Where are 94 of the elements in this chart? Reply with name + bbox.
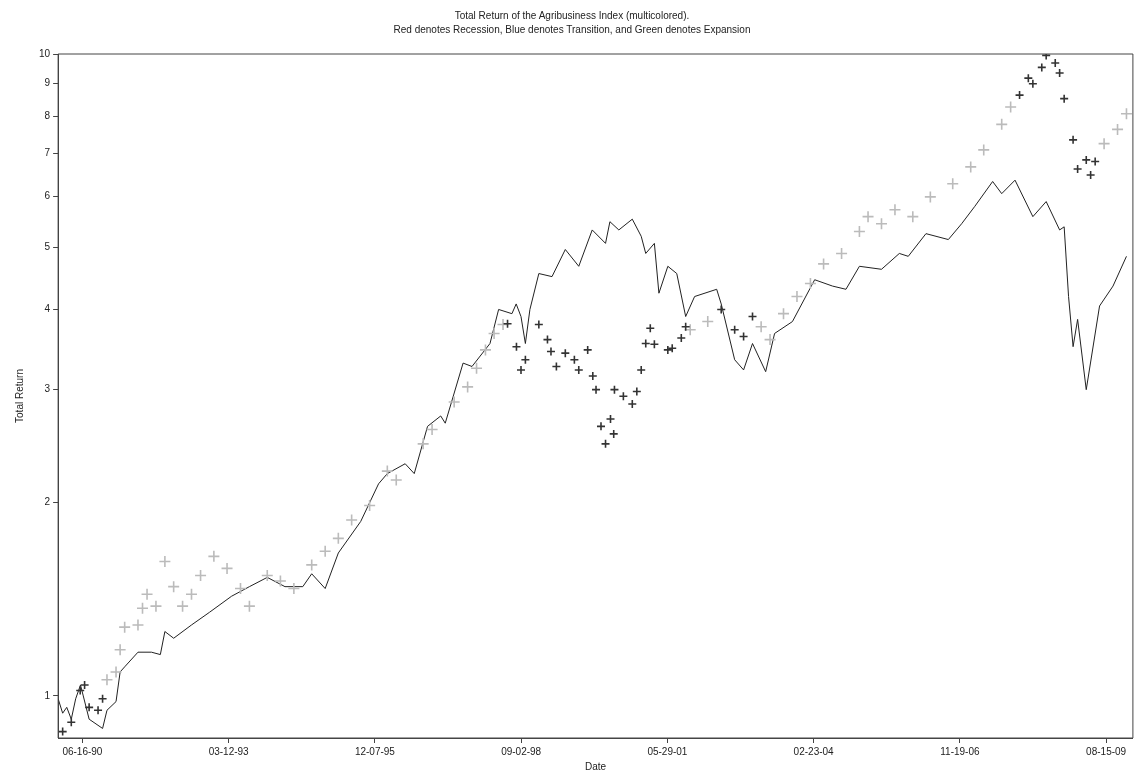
- point: [790, 290, 804, 303]
- point: [118, 620, 131, 634]
- point: [946, 177, 960, 190]
- point: [149, 599, 163, 613]
- point: [479, 343, 492, 357]
- point: [220, 562, 234, 575]
- point: [1097, 137, 1111, 150]
- point: [194, 569, 207, 582]
- point: [318, 545, 332, 558]
- point: [995, 118, 1009, 131]
- point: [243, 599, 256, 613]
- point: [363, 499, 376, 512]
- chart-subtitle: Red denotes Recession, Blue denotes Transition, and Green denotes Expansion: [393, 23, 751, 35]
- point: [636, 365, 647, 375]
- point: [207, 550, 221, 563]
- point: [136, 601, 149, 615]
- x-tick-label: 12-07-95: [354, 745, 396, 757]
- point: [389, 473, 403, 487]
- y-tick-label: 7: [44, 147, 51, 159]
- point: [1081, 155, 1092, 165]
- point: [627, 399, 638, 409]
- point: [487, 327, 501, 340]
- point: [100, 673, 114, 687]
- point: [260, 569, 274, 582]
- point: [853, 225, 866, 238]
- y-tick-label: 3: [44, 383, 51, 395]
- point: [676, 333, 687, 343]
- x-tick-label: 03-12-93: [208, 745, 250, 757]
- point: [701, 315, 715, 328]
- x-tick-label: 06-16-90: [62, 745, 103, 757]
- y-tick-label: 4: [44, 303, 51, 315]
- y-axis-title: Total Return: [13, 369, 25, 423]
- point: [1050, 58, 1061, 68]
- point: [274, 574, 287, 588]
- point: [588, 371, 598, 381]
- point: [305, 558, 319, 572]
- point: [447, 395, 461, 409]
- point: [461, 380, 474, 394]
- point: [763, 333, 777, 346]
- point: [608, 429, 619, 439]
- point: [113, 643, 127, 657]
- y-tick-label: 6: [44, 190, 51, 202]
- x-tick-label: 05-29-01: [647, 745, 688, 757]
- chart-title: Total Return of the Agribusiness Index (multicolored).: [454, 9, 690, 21]
- y-tick-label: 2: [44, 496, 51, 508]
- y-tick-label: 8: [44, 109, 51, 121]
- point: [1004, 100, 1017, 114]
- point: [234, 582, 247, 595]
- point: [683, 323, 697, 336]
- point: [345, 513, 358, 527]
- point: [1120, 107, 1133, 121]
- point: [167, 580, 180, 593]
- point: [93, 705, 103, 716]
- y-tick-label: 1: [44, 689, 51, 701]
- point: [66, 717, 77, 728]
- point: [777, 307, 790, 320]
- point: [332, 532, 345, 545]
- y-tick-label: 9: [44, 77, 51, 89]
- point: [964, 160, 978, 174]
- point: [977, 143, 991, 157]
- point: [817, 257, 830, 271]
- y-tick-label: 10: [39, 47, 51, 59]
- point: [1111, 123, 1124, 136]
- point: [381, 464, 394, 478]
- point: [924, 190, 937, 204]
- point: [516, 365, 526, 375]
- point: [131, 618, 145, 632]
- point: [663, 345, 673, 355]
- point: [176, 599, 189, 613]
- point: [1068, 135, 1078, 145]
- point: [861, 210, 875, 223]
- point: [804, 277, 817, 290]
- point: [158, 555, 172, 568]
- x-axis-title: Date: [584, 760, 607, 772]
- point: [185, 587, 198, 601]
- point: [754, 320, 768, 334]
- point: [425, 423, 439, 436]
- x-tick-label: 08-15-09: [1086, 745, 1127, 757]
- point: [888, 203, 902, 217]
- y-tick-label: 5: [44, 241, 51, 252]
- point: [667, 343, 678, 354]
- point: [109, 665, 123, 679]
- point: [645, 323, 656, 333]
- point: [416, 437, 430, 451]
- point: [287, 582, 301, 595]
- x-tick-label: 09-02-98: [501, 745, 542, 757]
- point: [906, 210, 920, 223]
- point: [140, 587, 154, 601]
- point: [835, 247, 848, 260]
- point: [573, 365, 584, 375]
- point: [875, 217, 888, 231]
- x-tick-label: 02-23-04: [793, 745, 835, 757]
- point: [470, 361, 483, 375]
- x-tick-label: 11-19-06: [940, 745, 980, 757]
